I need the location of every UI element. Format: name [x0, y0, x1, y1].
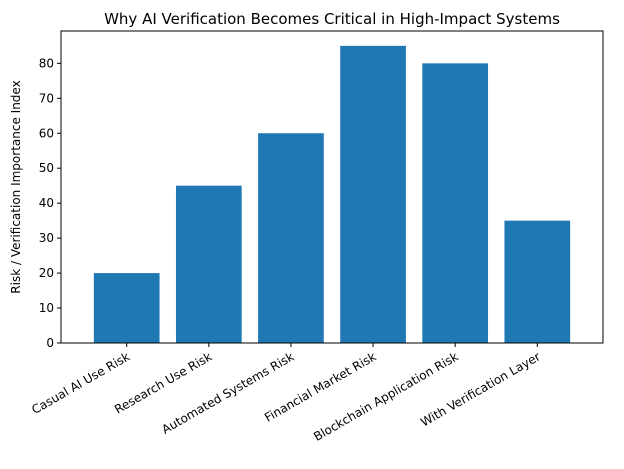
y-tick-label: 40	[39, 196, 54, 210]
x-tick-label: Automated Systems Risk	[159, 349, 296, 436]
y-tick-label: 30	[39, 231, 54, 245]
y-tick-label: 70	[39, 91, 54, 105]
y-tick-label: 60	[39, 126, 54, 140]
x-tick-label: Blockchain Application Risk	[311, 349, 461, 443]
bar-5	[504, 220, 571, 343]
plot-frame	[60, 30, 604, 344]
y-tick-label: 50	[39, 161, 54, 175]
y-tick-label: 80	[39, 56, 54, 70]
bar-2	[258, 133, 324, 343]
y-axis-label: Risk / Verification Importance Index	[9, 80, 23, 293]
bar-4	[422, 63, 489, 344]
bar-1	[175, 185, 242, 343]
bar-0	[93, 273, 160, 343]
y-tick-label: 10	[39, 301, 54, 315]
y-tick-label: 0	[46, 336, 54, 350]
chart-title: Why AI Verification Becomes Critical in …	[104, 10, 560, 28]
y-tick-label: 20	[39, 266, 54, 280]
bars-group	[93, 45, 571, 344]
y-axis: 0 10 20 30 40 50 60 70 80	[39, 56, 61, 350]
bar-3	[340, 45, 406, 343]
